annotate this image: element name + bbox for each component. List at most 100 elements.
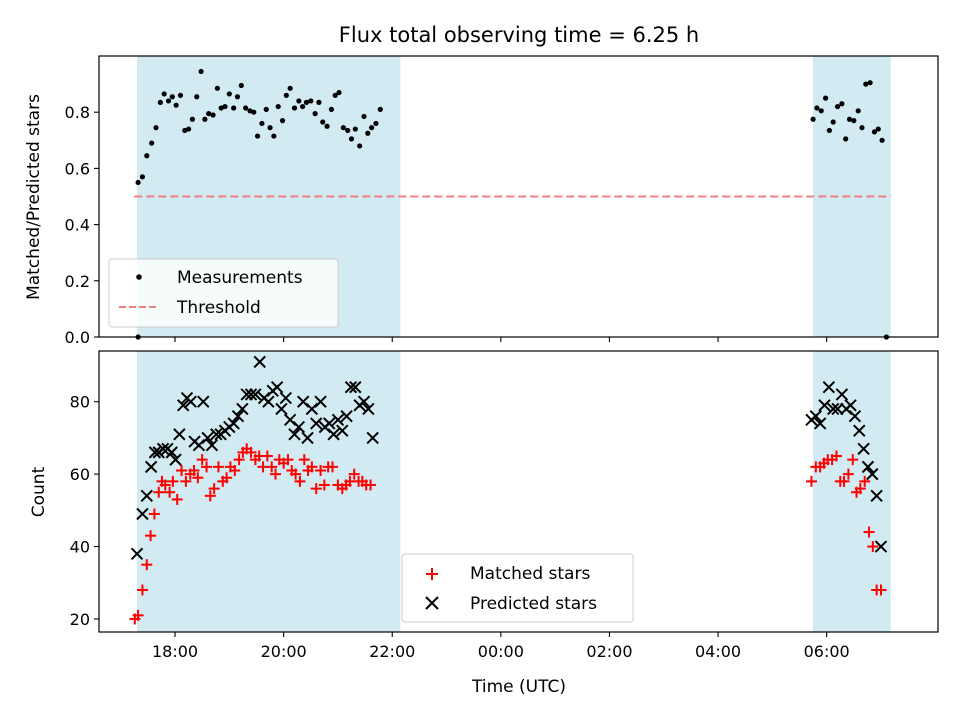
predicted-stars-point — [201, 431, 214, 445]
matched-stars-point — [167, 475, 179, 487]
matched-stars-point — [171, 493, 183, 505]
predicted-stars-point — [874, 540, 888, 553]
matched-stars-point — [176, 464, 188, 476]
matched-stars-point — [875, 584, 887, 596]
measurements-point — [238, 82, 244, 89]
y-tick-label: 40 — [70, 538, 90, 557]
matched-stars-point — [365, 479, 377, 491]
matched-stars-point — [233, 454, 245, 466]
measurements-point — [186, 126, 192, 132]
matched-stars-point — [863, 526, 875, 538]
predicted-stars-point — [292, 420, 306, 434]
measurements-point — [296, 98, 302, 104]
predicted-stars-point — [822, 381, 836, 394]
measurements-point — [189, 116, 196, 122]
measurements-point — [340, 125, 346, 131]
legend-label-matched: Matched stars — [470, 564, 590, 584]
legend-marker-matched — [426, 568, 438, 580]
predicted-stars-point — [323, 417, 336, 430]
matched-stars-point — [854, 483, 866, 495]
predicted-stars-point — [288, 428, 301, 441]
measurements-point — [144, 153, 150, 159]
measurements-point — [361, 113, 367, 120]
measurements-point — [879, 137, 885, 143]
predicted-stars-point — [861, 460, 875, 474]
measurements-point — [177, 92, 184, 98]
measurements-point — [234, 94, 241, 100]
matched-stars-point — [159, 479, 171, 491]
predicted-stars-point — [270, 381, 284, 394]
matched-stars-point — [245, 446, 257, 458]
measurements-point — [194, 94, 200, 100]
predicted-stars-point — [197, 395, 210, 408]
measurements-point — [851, 118, 857, 124]
matched-stars-point — [136, 584, 148, 596]
count-y-axis: 20 40 60 80 — [70, 393, 99, 629]
matched-stars-point — [838, 475, 850, 487]
measurements-point — [287, 85, 293, 91]
y-tick-label: 0.0 — [65, 328, 90, 347]
y-tick-label: 60 — [70, 465, 90, 484]
predicted-stars-point — [336, 424, 349, 437]
measurements-point — [173, 102, 179, 108]
measurements-point — [271, 133, 277, 139]
measurements-point — [826, 127, 832, 134]
measurements-point — [336, 89, 342, 96]
predicted-stars-point — [236, 402, 249, 416]
ratio-panel: 0.00.20.40.60.8 Matched/Predicted stars … — [24, 55, 939, 347]
measurements-point — [259, 120, 265, 127]
predicted-stars-point — [253, 355, 266, 369]
predicted-stars-point — [301, 431, 314, 445]
measurements-point — [855, 108, 861, 114]
measurements-point — [157, 99, 163, 105]
predicted-stars-point — [144, 460, 158, 474]
predicted-stars-point — [362, 402, 375, 416]
ratio-y-axis: 0.0 0.2 0.4 0.6 0.8 — [65, 103, 99, 347]
predicted-stars-point — [279, 391, 293, 405]
y-tick-label: 0.8 — [65, 103, 90, 122]
predicted-stars-point — [331, 413, 345, 427]
measurements-point — [206, 111, 212, 117]
measurements-point — [165, 98, 172, 104]
predicted-stars-point — [140, 489, 153, 503]
predicted-stars-point — [844, 399, 857, 412]
measurements-point — [291, 105, 298, 111]
predicted-stars-point — [148, 446, 162, 459]
x-tick-label: 00:00 — [478, 642, 524, 661]
predicted-stars-point — [813, 417, 827, 430]
measurements-point — [169, 94, 175, 100]
measurements-point — [231, 105, 237, 111]
measurements-point — [303, 99, 310, 105]
x-tick-label: 02:00 — [586, 642, 632, 661]
matched-stars-point — [132, 609, 144, 621]
matched-stars-point — [315, 464, 327, 476]
measurements-point — [139, 174, 146, 180]
measurements-point — [834, 103, 841, 110]
predicted-stars-point — [231, 409, 245, 423]
measurements-point — [814, 105, 820, 111]
measurements-point — [863, 81, 869, 87]
measurements-point — [324, 123, 330, 129]
predicted-stars-point — [244, 388, 258, 401]
x-tick-label: 20:00 — [261, 642, 307, 661]
y-tick-label: 0.6 — [65, 159, 90, 178]
predicted-stars-point — [173, 428, 186, 441]
measurements-point — [377, 106, 383, 112]
measurements-point — [161, 91, 167, 97]
measurements-point — [198, 68, 204, 75]
x-axis-label: Time (UTC) — [471, 677, 566, 697]
measurements-point — [243, 105, 249, 111]
matched-stars-point — [148, 508, 160, 520]
matched-stars-point — [204, 490, 216, 502]
matched-stars-point — [310, 483, 322, 495]
predicted-stars-point — [249, 388, 262, 401]
predicted-stars-point — [349, 381, 362, 394]
predicted-stars-point — [192, 438, 206, 452]
matched-stars-point — [318, 479, 330, 491]
measurements-point — [830, 119, 836, 125]
x-tick-label: 22:00 — [369, 642, 415, 661]
measurements-point — [352, 126, 358, 132]
matched-stars-point — [282, 454, 294, 466]
predicted-stars-point — [866, 467, 879, 481]
legend-label-threshold: Threshold — [176, 298, 261, 318]
